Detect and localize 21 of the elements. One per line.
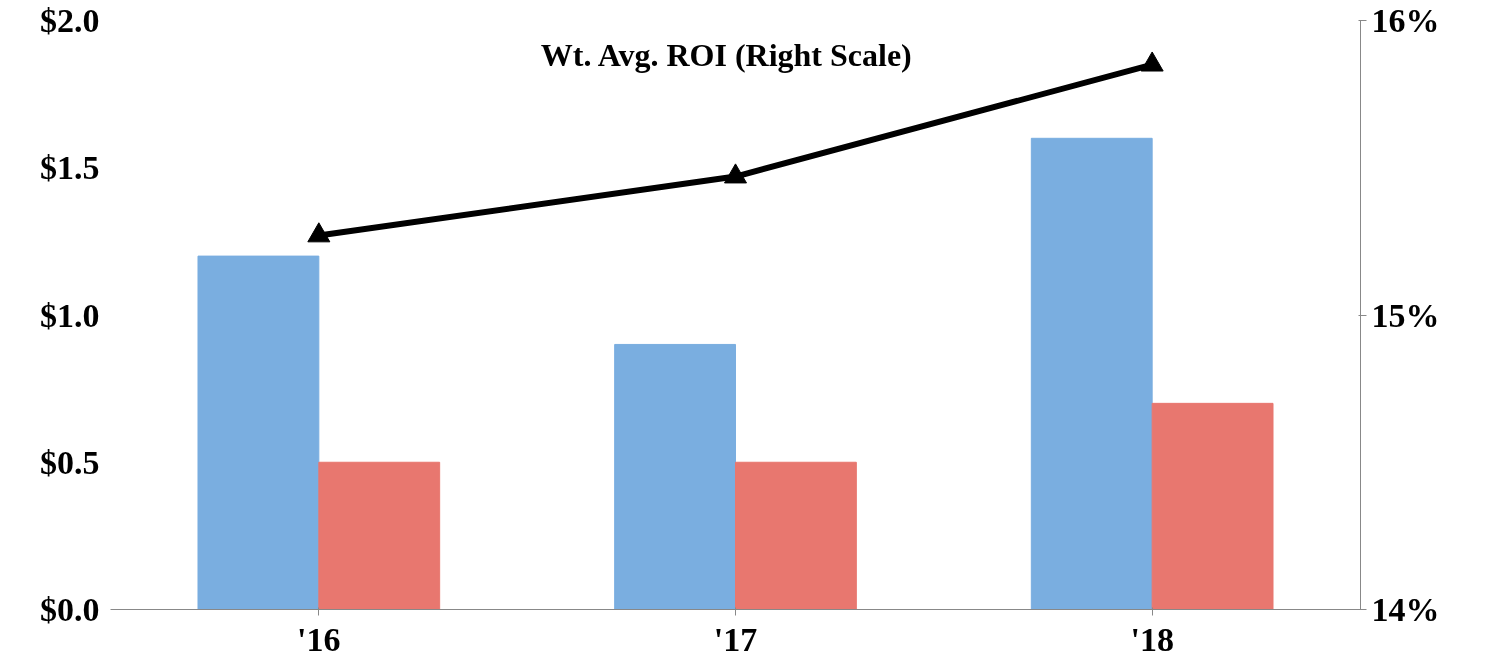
x-tick-label: '17 <box>713 620 758 658</box>
point <box>724 163 747 184</box>
y-tick-label: $1.5 <box>40 149 100 187</box>
y-tick-label: $1.0 <box>40 296 100 334</box>
bar <box>1151 402 1274 610</box>
y-tick-label: $0.0 <box>40 591 100 628</box>
bar <box>1030 137 1153 610</box>
bar <box>318 461 441 610</box>
point <box>307 222 331 243</box>
y2-tick-label: 14% <box>1371 591 1440 628</box>
x-tick-label: '18 <box>1130 620 1174 658</box>
x-tick-label: '16 <box>297 620 341 658</box>
y2-tick-label: 16% <box>1371 2 1440 39</box>
point <box>1140 51 1164 72</box>
bar <box>614 343 736 610</box>
bar <box>197 255 320 610</box>
y-tick-label: $0.5 <box>40 443 100 481</box>
y-tick-label: $2.0 <box>40 2 100 39</box>
bar <box>735 461 857 610</box>
y2-tick-label: 15% <box>1371 296 1440 334</box>
series-label: Wt. Avg. ROI (Right Scale) <box>540 36 912 73</box>
